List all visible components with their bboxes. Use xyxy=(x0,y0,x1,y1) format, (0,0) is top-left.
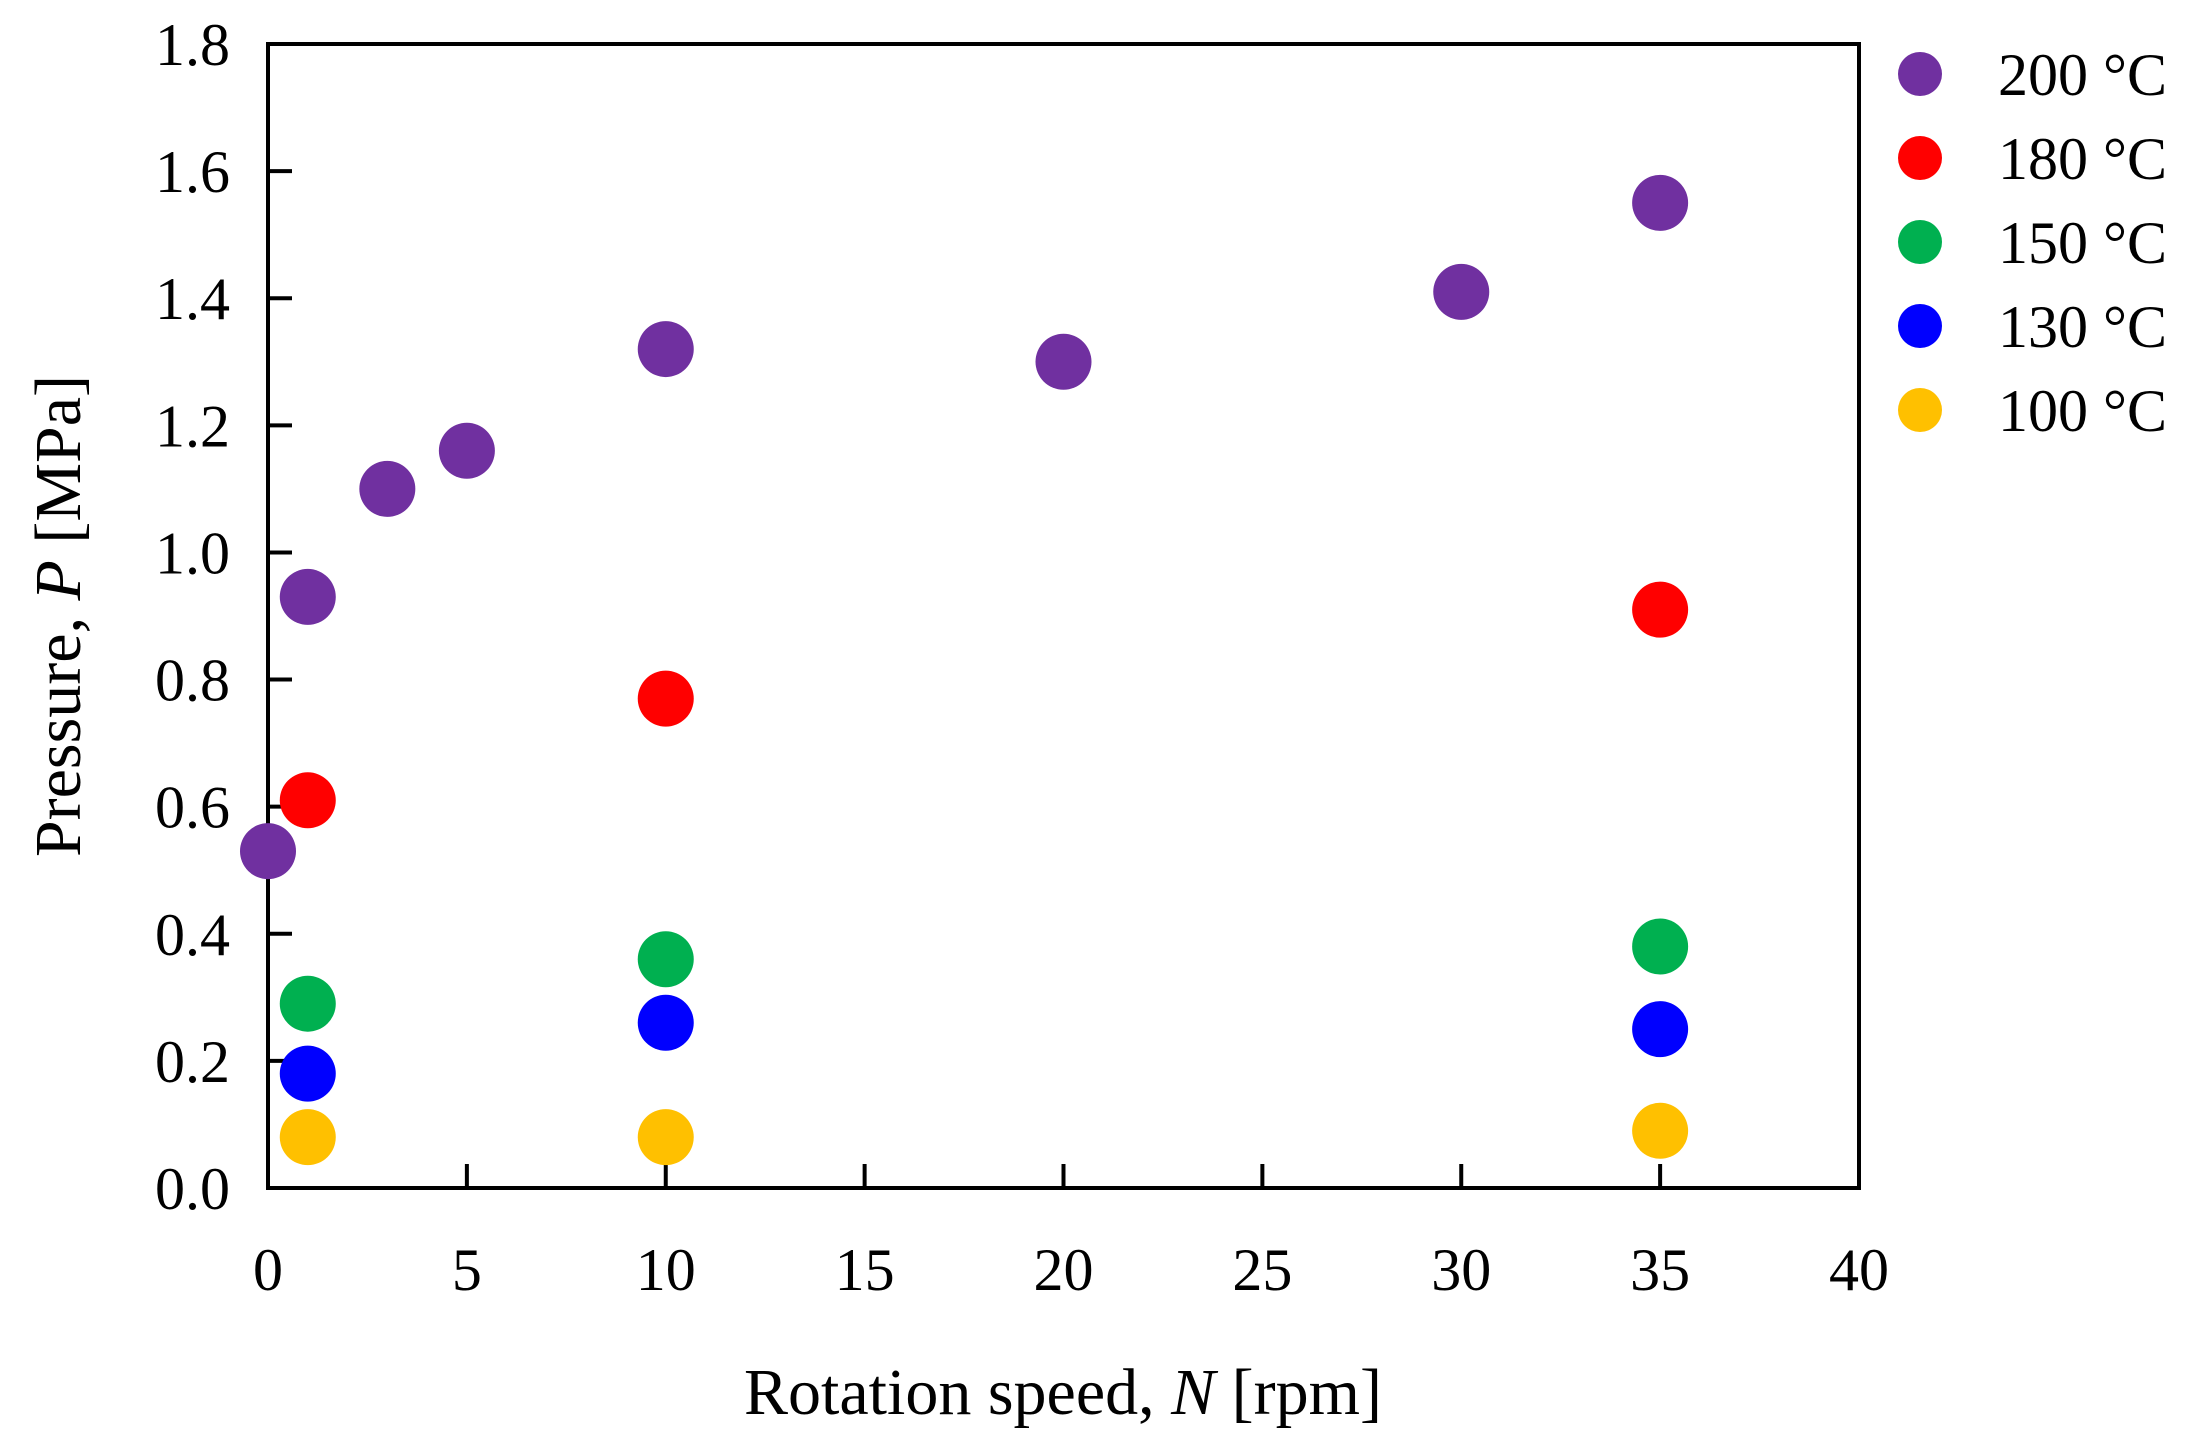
data-point xyxy=(1632,1102,1689,1159)
data-point xyxy=(279,1045,336,1102)
data-point xyxy=(1632,918,1689,975)
data-point xyxy=(279,772,336,829)
legend-marker xyxy=(1898,388,1942,432)
legend-marker xyxy=(1898,136,1942,180)
legend-label: 180 °C xyxy=(1998,126,2167,192)
y-axis-label: Pressure, P [MPa] xyxy=(22,375,95,857)
legend-label: 100 °C xyxy=(1998,378,2167,444)
y-tick-label: 1.4 xyxy=(155,266,230,332)
data-point xyxy=(637,1109,694,1166)
y-tick-label: 1.0 xyxy=(155,520,230,586)
data-points xyxy=(240,174,1689,1166)
x-tick-label: 20 xyxy=(1034,1237,1094,1303)
y-tick-label: 0.0 xyxy=(155,1156,230,1222)
y-tick-label: 0.6 xyxy=(155,775,230,841)
data-point xyxy=(637,670,694,727)
data-point xyxy=(1632,174,1689,231)
x-tick-label: 5 xyxy=(452,1237,482,1303)
x-axis-label: Rotation speed, N [rpm] xyxy=(744,1356,1382,1429)
legend-label: 130 °C xyxy=(1998,294,2167,360)
legend-marker xyxy=(1898,304,1942,348)
data-point xyxy=(279,568,336,625)
data-point xyxy=(1433,263,1490,320)
x-tick-label: 15 xyxy=(835,1237,895,1303)
data-point xyxy=(279,1109,336,1166)
x-tick-label: 25 xyxy=(1232,1237,1292,1303)
y-tick-label: 0.8 xyxy=(155,648,230,714)
legend-marker xyxy=(1898,220,1942,264)
y-tick-label: 0.2 xyxy=(155,1029,230,1095)
data-point xyxy=(1035,333,1092,390)
data-point xyxy=(637,931,694,988)
y-tick-label: 1.2 xyxy=(155,393,230,459)
data-point xyxy=(1632,581,1689,638)
data-point xyxy=(438,422,495,479)
x-tick-label: 10 xyxy=(636,1237,696,1303)
x-tick-label: 30 xyxy=(1431,1237,1491,1303)
data-point xyxy=(240,823,296,880)
x-tick-label: 0 xyxy=(253,1237,283,1303)
y-tick-label: 1.6 xyxy=(155,139,230,205)
data-point xyxy=(359,460,416,517)
x-tick-label: 35 xyxy=(1630,1237,1690,1303)
axis-ticks: 0 5 10 15 20 25 30 35 40 0.0 0.2 0.4 0.6 0.8 1.0 1.2 1.4… xyxy=(155,12,1889,1303)
legend-marker xyxy=(1898,52,1942,96)
data-point xyxy=(637,994,694,1051)
x-tick-label: 40 xyxy=(1829,1237,1889,1303)
data-point xyxy=(1632,1001,1689,1058)
legend-label: 200 °C xyxy=(1998,42,2167,108)
data-point xyxy=(637,321,694,378)
legend: 200 °C 180 °C 150 °C 130 °C 100 °C xyxy=(1898,42,2167,444)
y-tick-label: 0.4 xyxy=(155,902,230,968)
plot-frame xyxy=(266,42,1861,1190)
y-tick-label: 1.8 xyxy=(155,12,230,78)
data-point xyxy=(279,975,336,1032)
legend-label: 150 °C xyxy=(1998,210,2167,276)
